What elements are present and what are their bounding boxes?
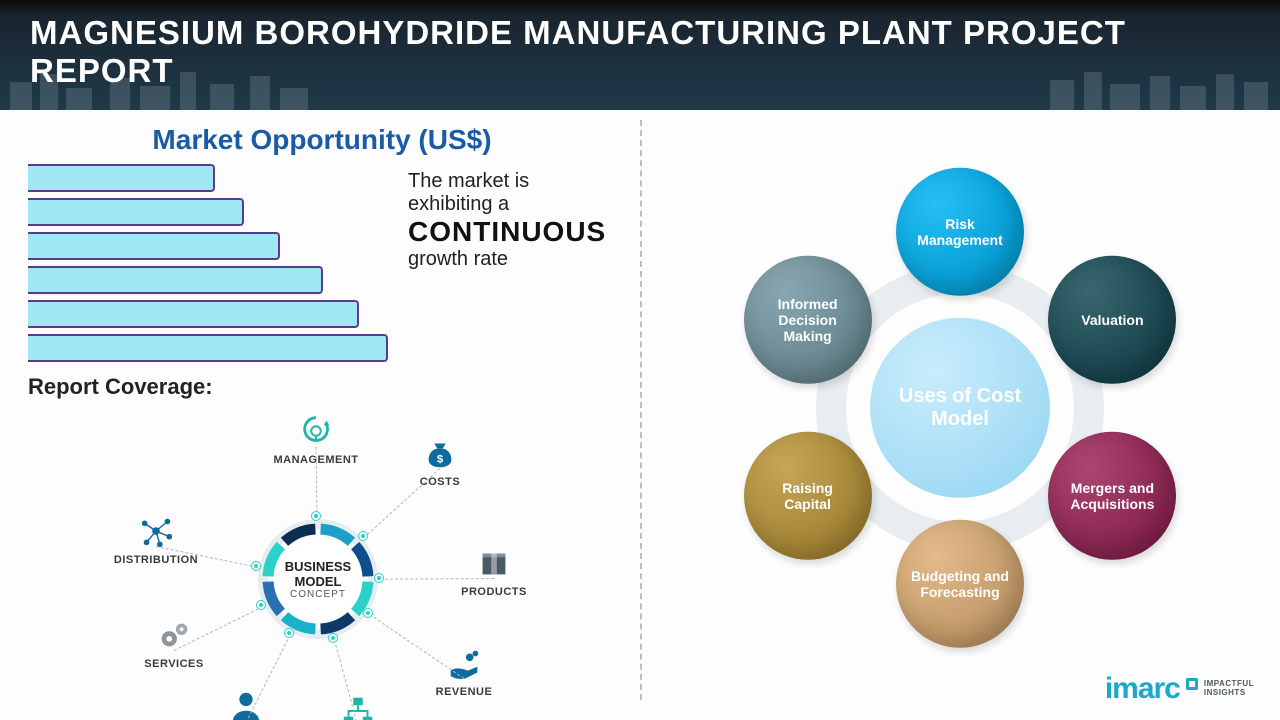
bm-item-label: PRODUCTS xyxy=(444,586,544,598)
infographic-canvas: MAGNESIUM BOROHYDRIDE MANUFACTURING PLAN… xyxy=(0,0,1280,720)
hub-node: Budgeting and Forecasting xyxy=(896,520,1024,648)
hub-node: Informed Decision Making xyxy=(744,256,872,384)
hub-node: Raising Capital xyxy=(744,432,872,560)
money-bag-icon: $ xyxy=(421,434,459,472)
bar xyxy=(28,164,215,192)
bm-item-label: SERVICES xyxy=(124,658,224,670)
bm-item-label: DISTRIBUTION xyxy=(106,554,206,566)
growth-line2: growth rate xyxy=(408,248,616,271)
bar xyxy=(28,300,359,328)
chart-title: Market Opportunity (US$) xyxy=(28,124,616,156)
bar xyxy=(28,198,244,226)
brand-logo: imarc IMPACTFUL INSIGHTS xyxy=(1105,672,1254,706)
bm-item-label: REVENUE xyxy=(414,686,514,698)
bm-item-competencies: COMPETENCIES xyxy=(308,692,408,720)
right-panel: Uses of Cost Model Risk ManagementValuat… xyxy=(640,110,1280,720)
growth-line1: The market is exhibiting a xyxy=(408,170,616,216)
cost-model-hub: Uses of Cost Model Risk ManagementValuat… xyxy=(780,228,1140,588)
bm-item-revenue: REVENUE xyxy=(414,644,514,698)
brand-tagline: IMPACTFUL INSIGHTS xyxy=(1204,680,1254,698)
bm-item-customers: CUSTOMERS xyxy=(196,688,296,720)
business-model-diagram: BUSINESS MODEL CONCEPT MANAGEMENT$COSTSP… xyxy=(28,394,588,720)
svg-text:$: $ xyxy=(437,454,444,466)
bm-item-distribution: DISTRIBUTION xyxy=(106,512,206,566)
connector-dot-icon xyxy=(375,574,383,582)
connector-dot-icon xyxy=(329,634,337,642)
cycle-bulb-icon xyxy=(297,412,335,450)
bar xyxy=(28,334,388,362)
network-icon xyxy=(137,512,175,550)
package-icon xyxy=(475,544,513,582)
header: MAGNESIUM BOROHYDRIDE MANUFACTURING PLAN… xyxy=(0,0,1280,110)
bar xyxy=(28,232,280,260)
hub-node: Risk Management xyxy=(896,168,1024,296)
org-chart-icon xyxy=(339,692,377,720)
content-body: Market Opportunity (US$) The market is e… xyxy=(0,110,1280,720)
hub-center: Uses of Cost Model xyxy=(870,318,1050,498)
bm-item-label: COSTS xyxy=(390,476,490,488)
left-panel: Market Opportunity (US$) The market is e… xyxy=(0,110,640,720)
hub-node: Mergers and Acquisitions xyxy=(1048,432,1176,560)
brand-mark-icon xyxy=(1186,678,1198,690)
brand-name: imarc xyxy=(1105,672,1180,706)
bar-chart xyxy=(28,164,388,368)
chart-area: The market is exhibiting a CONTINUOUS gr… xyxy=(28,164,616,368)
growth-big: CONTINUOUS xyxy=(408,216,616,248)
gears-icon xyxy=(155,616,193,654)
hub-node: Valuation xyxy=(1048,256,1176,384)
connector-dot-icon xyxy=(252,562,260,570)
bar xyxy=(28,266,323,294)
connector-dot-icon xyxy=(312,512,320,520)
bm-item-products: PRODUCTS xyxy=(444,544,544,598)
skyline-decor xyxy=(0,70,1280,110)
hand-coins-icon xyxy=(445,644,483,682)
bm-item-services: SERVICES xyxy=(124,616,224,670)
growth-text: The market is exhibiting a CONTINUOUS gr… xyxy=(408,164,616,271)
bm-item-costs: $ COSTS xyxy=(390,434,490,488)
business-model-center-label: BUSINESS MODEL CONCEPT xyxy=(276,537,360,621)
